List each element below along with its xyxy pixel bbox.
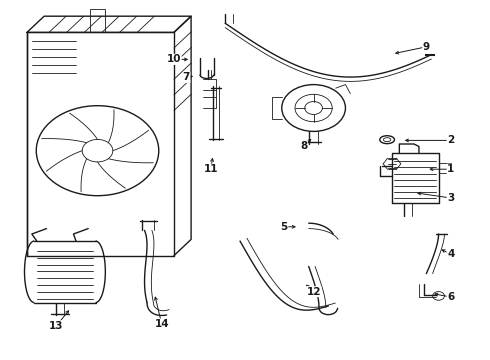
Text: 5: 5: [281, 222, 288, 232]
Text: 10: 10: [167, 54, 181, 64]
Text: 11: 11: [203, 164, 218, 174]
Text: 12: 12: [306, 287, 321, 297]
Text: 13: 13: [49, 321, 64, 331]
Text: 3: 3: [447, 193, 454, 203]
Text: 1: 1: [447, 164, 454, 174]
Text: 7: 7: [182, 72, 190, 82]
Text: 8: 8: [300, 141, 307, 151]
Text: 2: 2: [447, 135, 454, 145]
Text: 14: 14: [154, 319, 169, 329]
Text: 4: 4: [447, 249, 455, 259]
Text: 6: 6: [447, 292, 454, 302]
Text: 9: 9: [423, 42, 430, 52]
